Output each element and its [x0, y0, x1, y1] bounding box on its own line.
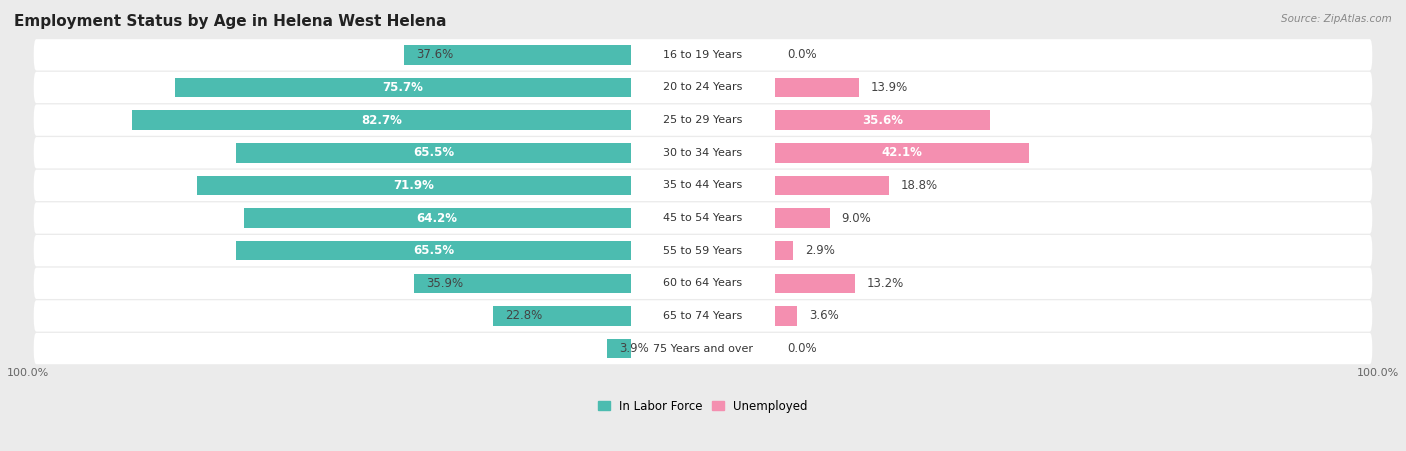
Text: 2.9%: 2.9%: [804, 244, 835, 257]
FancyBboxPatch shape: [34, 170, 1372, 201]
Bar: [174, 78, 631, 97]
FancyBboxPatch shape: [34, 300, 1372, 331]
Text: 65.5%: 65.5%: [413, 146, 454, 159]
Bar: [775, 273, 855, 293]
Text: 42.1%: 42.1%: [882, 146, 922, 159]
Bar: [415, 273, 631, 293]
FancyBboxPatch shape: [34, 137, 1372, 168]
Text: 35.9%: 35.9%: [426, 277, 464, 290]
Bar: [775, 306, 797, 326]
Text: 16 to 19 Years: 16 to 19 Years: [664, 50, 742, 60]
Text: 45 to 54 Years: 45 to 54 Years: [664, 213, 742, 223]
Text: 20 to 24 Years: 20 to 24 Years: [664, 83, 742, 92]
Text: 55 to 59 Years: 55 to 59 Years: [664, 246, 742, 256]
FancyBboxPatch shape: [34, 72, 1372, 103]
Text: 30 to 34 Years: 30 to 34 Years: [664, 148, 742, 158]
Text: 13.2%: 13.2%: [868, 277, 904, 290]
Text: 9.0%: 9.0%: [842, 212, 872, 225]
Bar: [775, 208, 830, 228]
Text: 37.6%: 37.6%: [416, 48, 453, 61]
Bar: [775, 143, 1029, 162]
Bar: [404, 45, 631, 64]
Bar: [197, 175, 631, 195]
Legend: In Labor Force, Unemployed: In Labor Force, Unemployed: [593, 396, 813, 418]
Text: 71.9%: 71.9%: [394, 179, 434, 192]
Text: 13.9%: 13.9%: [872, 81, 908, 94]
Text: 65 to 74 Years: 65 to 74 Years: [664, 311, 742, 321]
Bar: [236, 143, 631, 162]
Text: 60 to 64 Years: 60 to 64 Years: [664, 278, 742, 288]
Bar: [607, 339, 631, 359]
Bar: [775, 241, 793, 261]
Text: 22.8%: 22.8%: [505, 309, 543, 322]
Text: 35 to 44 Years: 35 to 44 Years: [664, 180, 742, 190]
Text: 65.5%: 65.5%: [413, 244, 454, 257]
Bar: [775, 78, 859, 97]
Bar: [236, 241, 631, 261]
Text: 3.9%: 3.9%: [619, 342, 650, 355]
FancyBboxPatch shape: [34, 333, 1372, 364]
Text: 64.2%: 64.2%: [416, 212, 458, 225]
Text: 0.0%: 0.0%: [787, 48, 817, 61]
Text: Source: ZipAtlas.com: Source: ZipAtlas.com: [1281, 14, 1392, 23]
Text: 0.0%: 0.0%: [787, 342, 817, 355]
Text: 75.7%: 75.7%: [382, 81, 423, 94]
Bar: [243, 208, 631, 228]
Text: 82.7%: 82.7%: [361, 114, 402, 127]
Bar: [132, 110, 631, 130]
FancyBboxPatch shape: [34, 39, 1372, 70]
Text: 18.8%: 18.8%: [901, 179, 938, 192]
Text: 35.6%: 35.6%: [862, 114, 903, 127]
Text: Employment Status by Age in Helena West Helena: Employment Status by Age in Helena West …: [14, 14, 447, 28]
FancyBboxPatch shape: [34, 235, 1372, 267]
Text: 75 Years and over: 75 Years and over: [652, 344, 754, 354]
FancyBboxPatch shape: [34, 202, 1372, 234]
Bar: [775, 175, 889, 195]
Text: 25 to 29 Years: 25 to 29 Years: [664, 115, 742, 125]
FancyBboxPatch shape: [34, 105, 1372, 136]
FancyBboxPatch shape: [34, 267, 1372, 299]
Bar: [494, 306, 631, 326]
Text: 3.6%: 3.6%: [808, 309, 839, 322]
Bar: [775, 110, 990, 130]
